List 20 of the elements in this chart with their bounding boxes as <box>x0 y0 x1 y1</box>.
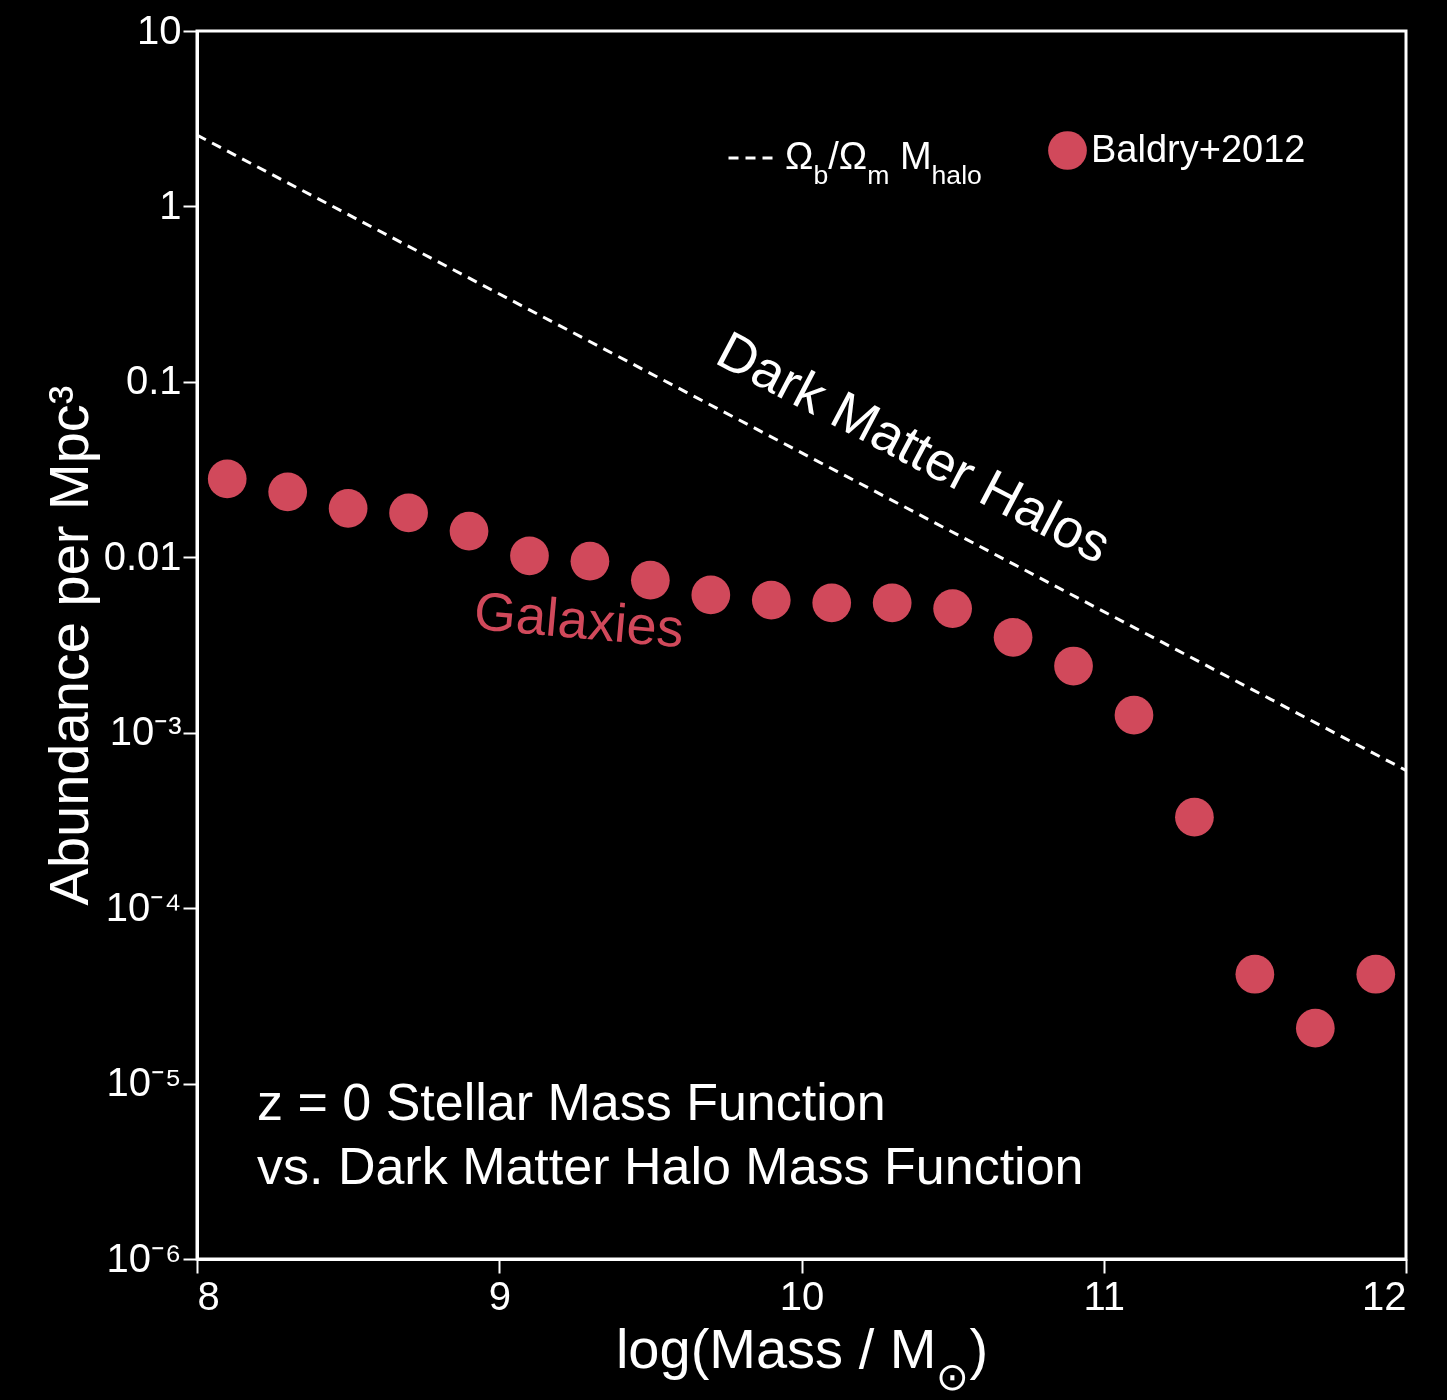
y-axis-title: Abundance per Mpc³ <box>36 385 100 906</box>
x-tick-label: 10 <box>779 1273 825 1318</box>
legend-label: Baldry+2012 <box>1091 127 1306 170</box>
annotation: Galaxies <box>471 579 687 659</box>
annotation: z = 0 Stellar Mass Function <box>257 1073 886 1131</box>
y-tick-label: 10 <box>137 7 182 52</box>
legend-label: Ω$_{b}$/Ω$_{m}$ M$_{halo}$ <box>785 135 982 190</box>
y-tick-label: 0.1 <box>125 358 182 403</box>
x-axis-title: log(Mass / M$_{⊙}$) <box>615 1316 989 1397</box>
y-tick-label: 10⁻³ <box>109 709 182 754</box>
x-tick-label: 9 <box>488 1273 511 1318</box>
y-tick-label: 10⁻⁴ <box>105 884 182 929</box>
y-tick-label: 1 <box>159 182 182 227</box>
y-tick-label: 10⁻⁶ <box>106 1235 182 1280</box>
y-tick-label: 0.01 <box>103 533 182 578</box>
y-tick-label: 10⁻⁵ <box>106 1060 182 1105</box>
annotation: vs. Dark Matter Halo Mass Function <box>257 1137 1084 1195</box>
x-tick-label: 12 <box>1362 1273 1407 1318</box>
x-tick-label: 8 <box>197 1273 220 1318</box>
x-tick-label: 11 <box>1083 1273 1126 1318</box>
